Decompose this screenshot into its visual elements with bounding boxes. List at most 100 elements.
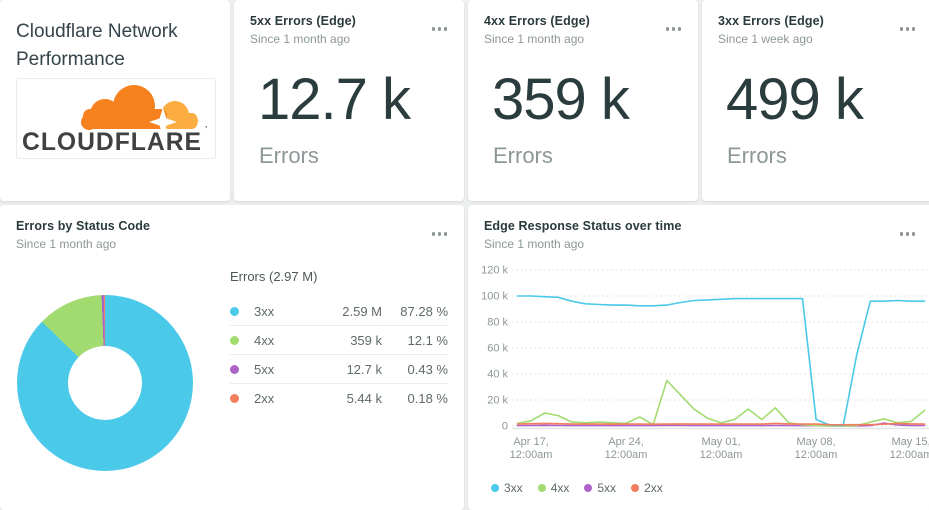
pie-chart-card: Errors by Status Code Since 1 month ago … <box>0 205 464 510</box>
donut-chart[interactable] <box>17 295 193 471</box>
card-title: 4xx Errors (Edge) <box>484 14 590 28</box>
legend-item-3xx[interactable]: 3xx <box>491 481 523 495</box>
dot-icon <box>899 27 903 31</box>
legend-swatch-4xx <box>537 484 546 492</box>
legend-percent: 12.1 % <box>407 332 448 348</box>
legend-swatch-3xx <box>491 484 499 492</box>
legend-percent: 0.43 % <box>407 361 448 377</box>
legend-label: 4xx <box>550 481 570 495</box>
y-axis-tick-label: 60 k <box>487 343 508 355</box>
pie-legend: Errors (2.97 M) 3xx 2.59 M 87.28 % 4xx 3… <box>230 269 448 412</box>
dot-icon <box>677 27 681 31</box>
x-axis-tick-label: Apr 17, 12:00am <box>509 436 553 461</box>
card-subtitle: Since 1 month ago <box>484 32 585 46</box>
dot-icon <box>911 27 915 31</box>
dot-icon <box>443 27 447 31</box>
series-line-3xx <box>516 295 926 427</box>
legend-label: 5xx <box>597 481 617 495</box>
dot-icon <box>443 232 447 236</box>
legend-label: 3xx <box>254 303 275 319</box>
options-menu-button[interactable] <box>897 24 919 34</box>
legend-row-5xx[interactable]: 5xx 12.7 k 0.43 % <box>230 354 448 383</box>
logo-wordmark: CLOUDFLARE <box>22 128 202 156</box>
legend-item-2xx[interactable]: 2xx <box>631 481 663 495</box>
legend-value: 5.44 k <box>346 390 382 406</box>
pie-legend-title: Errors (2.97 M) <box>230 269 318 284</box>
legend-swatch-2xx <box>230 393 239 403</box>
legend-swatch-3xx <box>230 306 239 316</box>
kpi-unit-label: Errors <box>259 143 319 168</box>
legend-row-2xx[interactable]: 2xx 5.44 k 0.18 % <box>230 383 448 412</box>
kpi-value: 359 k <box>492 67 630 132</box>
legend-label: 4xx <box>254 332 275 348</box>
donut-hole <box>68 346 142 420</box>
x-axis-tick-label: May 01, 12:00am <box>699 436 743 461</box>
dot-icon <box>905 232 909 236</box>
dot-icon <box>431 27 435 31</box>
cloudflare-logo: CLOUDFLARE ’ <box>16 78 216 159</box>
legend-item-4xx[interactable]: 4xx <box>537 481 570 495</box>
legend-swatch-5xx <box>584 484 593 492</box>
legend-label: 2xx <box>644 481 663 495</box>
sparkle-icon <box>149 108 177 136</box>
x-axis-tick-label: May 15, 12:00am <box>889 436 929 461</box>
x-axis-tick-label: May 08, 12:00am <box>794 436 838 461</box>
cloud-icon <box>81 85 198 136</box>
options-menu-button[interactable] <box>429 229 451 239</box>
legend-swatch-2xx <box>631 484 640 492</box>
legend-percent: 87.28 % <box>400 303 448 319</box>
dot-icon <box>671 27 675 31</box>
dot-icon <box>431 232 435 236</box>
options-menu-button[interactable] <box>663 24 685 34</box>
kpi-card-3xx: 3xx Errors (Edge) Since 1 week ago 499 k… <box>702 0 929 201</box>
series-line-4xx <box>516 379 926 427</box>
cloudflare-logo-image: CLOUDFLARE ’ <box>22 85 207 156</box>
legend-row-3xx[interactable]: 3xx 2.59 M 87.28 % <box>230 297 448 325</box>
card-subtitle: Since 1 month ago <box>250 32 351 46</box>
line-chart-card: Edge Response Status over time Since 1 m… <box>468 205 929 510</box>
card-subtitle: Since 1 week ago <box>718 32 813 46</box>
line-chart-legend: 3xx 4xx 5xx 2xx <box>491 481 663 495</box>
card-subtitle: Since 1 month ago <box>16 237 117 251</box>
legend-swatch-5xx <box>230 364 239 374</box>
y-axis-tick-label: 40 k <box>487 369 508 381</box>
y-axis-tick-label: 80 k <box>487 317 508 329</box>
legend-row-4xx[interactable]: 4xx 359 k 12.1 % <box>230 325 448 354</box>
card-title: Errors by Status Code <box>16 219 151 233</box>
dot-icon <box>437 232 441 236</box>
legend-value: 359 k <box>350 332 382 348</box>
dot-icon <box>437 27 441 31</box>
kpi-unit-label: Errors <box>727 143 787 168</box>
legend-value: 2.59 M <box>342 303 382 319</box>
legend-label: 3xx <box>504 481 523 495</box>
y-axis-tick-label: 100 k <box>481 291 508 303</box>
y-axis-tick-label: 0 <box>502 421 508 433</box>
logo-mark: ’ <box>205 125 207 136</box>
dashboard-title: Cloudflare Network Performance <box>16 21 178 70</box>
y-axis-tick-label: 20 k <box>487 395 508 407</box>
x-axis-tick-label: Apr 24, 12:00am <box>604 436 648 461</box>
options-menu-button[interactable] <box>897 229 919 239</box>
legend-swatch-4xx <box>230 335 239 345</box>
dot-icon <box>899 232 903 236</box>
dot-icon <box>911 232 915 236</box>
kpi-value: 499 k <box>726 67 864 132</box>
kpi-value: 12.7 k <box>258 67 411 132</box>
dot-icon <box>905 27 909 31</box>
legend-label: 5xx <box>254 361 275 377</box>
card-title: 5xx Errors (Edge) <box>250 14 356 28</box>
card-title: Edge Response Status over time <box>484 219 682 233</box>
series-line-2xx <box>516 422 926 426</box>
legend-percent: 0.18 % <box>407 390 448 406</box>
line-chart[interactable]: 0 20 k 40 k 60 k 80 k 100 k 120 k <box>468 205 929 510</box>
header-card: Cloudflare Network Performance CLOUDFLAR… <box>0 0 230 201</box>
options-menu-button[interactable] <box>429 24 451 34</box>
legend-value: 12.7 k <box>346 361 382 377</box>
card-subtitle: Since 1 month ago <box>484 237 585 251</box>
card-title: 3xx Errors (Edge) <box>718 14 824 28</box>
kpi-card-4xx: 4xx Errors (Edge) Since 1 month ago 359 … <box>468 0 698 201</box>
y-axis-tick-label: 120 k <box>481 265 508 277</box>
legend-item-5xx[interactable]: 5xx <box>584 481 616 495</box>
kpi-card-5xx: 5xx Errors (Edge) Since 1 month ago 12.7… <box>234 0 464 201</box>
